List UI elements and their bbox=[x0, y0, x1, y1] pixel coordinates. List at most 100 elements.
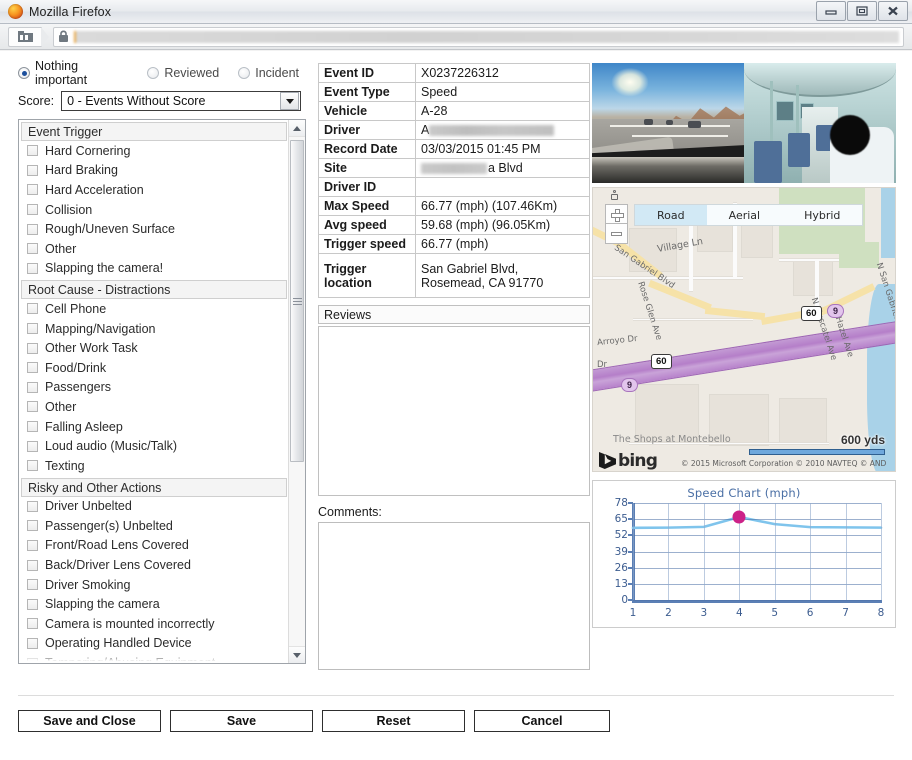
tab-aerial[interactable]: Aerial bbox=[728, 209, 761, 222]
chart-y-tick bbox=[628, 502, 633, 504]
tab-hybrid[interactable]: Hybrid bbox=[804, 209, 841, 222]
redaction-blur bbox=[421, 163, 487, 174]
checkbox-icon[interactable] bbox=[27, 500, 38, 512]
list-item[interactable]: Hard Acceleration bbox=[19, 180, 289, 200]
radio-incident[interactable]: Incident bbox=[238, 66, 299, 80]
checkbox-icon[interactable] bbox=[27, 579, 38, 591]
list-item[interactable]: Loud audio (Music/Talk) bbox=[19, 436, 289, 456]
radio-icon[interactable] bbox=[147, 67, 160, 79]
restore-button[interactable] bbox=[847, 1, 877, 21]
cancel-button[interactable]: Cancel bbox=[474, 710, 610, 732]
chart-gridline-v bbox=[774, 503, 776, 600]
scroll-up-button[interactable] bbox=[289, 120, 305, 137]
radio-reviewed[interactable]: Reviewed bbox=[147, 66, 219, 80]
list-item[interactable]: Other bbox=[19, 397, 289, 417]
close-button[interactable] bbox=[878, 1, 908, 21]
score-select[interactable]: 0 - Events Without Score bbox=[61, 91, 302, 111]
radio-icon[interactable] bbox=[238, 67, 251, 79]
table-row: Max Speed 66.77 (mph) (107.46Km) bbox=[318, 196, 590, 216]
checkbox-icon[interactable] bbox=[27, 539, 38, 551]
checkbox-icon[interactable] bbox=[27, 362, 38, 374]
checkbox-icon[interactable] bbox=[27, 520, 38, 532]
list-item[interactable]: Mapping/Navigation bbox=[19, 319, 289, 339]
list-item-label: Hard Acceleration bbox=[45, 182, 144, 197]
list-item[interactable]: Driver Unbelted bbox=[19, 497, 289, 517]
checkbox-icon[interactable] bbox=[27, 559, 38, 571]
list-item[interactable]: Camera is mounted incorrectly bbox=[19, 614, 289, 634]
list-item[interactable]: Back/Driver Lens Covered bbox=[19, 555, 289, 575]
checkbox-icon[interactable] bbox=[27, 381, 38, 393]
list-item[interactable]: Operating Handled Device bbox=[19, 634, 289, 654]
chart-x-tick-label: 1 bbox=[629, 607, 637, 619]
checkbox-icon[interactable] bbox=[27, 243, 38, 255]
radio-icon-selected[interactable] bbox=[18, 67, 30, 79]
list-item[interactable]: Other Work Task bbox=[19, 338, 289, 358]
list-item-label: Texting bbox=[45, 458, 85, 473]
list-item[interactable]: Food/Drink bbox=[19, 358, 289, 378]
list-item[interactable]: Cell Phone bbox=[19, 299, 289, 319]
checkbox-icon[interactable] bbox=[27, 618, 38, 630]
list-item[interactable]: Falling Asleep bbox=[19, 417, 289, 437]
left-panel: Nothing important Reviewed Incident Scor… bbox=[18, 59, 318, 664]
zoom-out-button[interactable] bbox=[605, 224, 628, 244]
radio-nothing-important[interactable]: Nothing important bbox=[18, 59, 128, 87]
checkbox-icon[interactable] bbox=[27, 164, 38, 176]
chart-y-tick-label: 78 bbox=[614, 497, 628, 509]
chart-gridline-v bbox=[739, 503, 741, 600]
checkbox-icon[interactable] bbox=[27, 303, 38, 315]
list-vertical-scrollbar[interactable] bbox=[288, 120, 305, 663]
checkbox-icon[interactable] bbox=[27, 323, 38, 335]
chevron-down-icon[interactable] bbox=[280, 92, 300, 110]
list-item[interactable]: Passenger(s) Unbelted bbox=[19, 516, 289, 536]
checkbox-icon[interactable] bbox=[27, 184, 38, 196]
road-facing-camera-view[interactable] bbox=[592, 63, 744, 183]
list-item[interactable]: Hard Cornering bbox=[19, 141, 289, 161]
list-item[interactable]: Rough/Uneven Surface bbox=[19, 219, 289, 239]
site-identity-icon[interactable] bbox=[8, 26, 42, 47]
driver-facing-camera-view[interactable] bbox=[744, 63, 896, 183]
minimize-button[interactable] bbox=[816, 1, 846, 21]
scrollbar-thumb[interactable] bbox=[290, 140, 304, 462]
checkbox-icon[interactable] bbox=[27, 342, 38, 354]
list-item[interactable]: Collision bbox=[19, 200, 289, 220]
save-and-close-button[interactable]: Save and Close bbox=[18, 710, 161, 732]
list-item[interactable]: Passengers bbox=[19, 378, 289, 398]
event-trigger-listbox[interactable]: Event Trigger Hard Cornering Hard Brakin… bbox=[18, 119, 306, 664]
list-item[interactable]: Slapping the camera! bbox=[19, 259, 289, 279]
checkbox-icon[interactable] bbox=[27, 204, 38, 216]
row-key: Driver ID bbox=[318, 177, 416, 197]
checkbox-icon[interactable] bbox=[27, 145, 38, 157]
chart-y-tick bbox=[628, 534, 633, 537]
checkbox-icon[interactable] bbox=[27, 401, 38, 413]
checkbox-icon[interactable] bbox=[27, 440, 38, 452]
list-item[interactable]: Driver Smoking bbox=[19, 575, 289, 595]
list-item[interactable]: Slapping the camera bbox=[19, 594, 289, 614]
list-item[interactable]: Hard Braking bbox=[19, 161, 289, 181]
zoom-in-button[interactable] bbox=[605, 204, 628, 224]
list-item[interactable]: Front/Road Lens Covered bbox=[19, 536, 289, 556]
chart-gridline-v bbox=[703, 503, 705, 600]
list-item[interactable]: Texting bbox=[19, 456, 289, 476]
row-value: A-28 bbox=[415, 101, 590, 121]
chart-x-tick-label: 7 bbox=[842, 607, 849, 619]
map-view-tabs[interactable]: Road Aerial Hybrid bbox=[634, 204, 864, 226]
reset-button[interactable]: Reset bbox=[322, 710, 465, 732]
list-item[interactable]: Other bbox=[19, 239, 289, 259]
url-bar[interactable] bbox=[53, 26, 904, 47]
save-button[interactable]: Save bbox=[170, 710, 313, 732]
comments-textarea[interactable] bbox=[318, 522, 590, 670]
bing-logo[interactable]: bing bbox=[599, 452, 658, 470]
checkbox-icon[interactable] bbox=[27, 223, 38, 235]
map-zoom-controls[interactable] bbox=[605, 204, 628, 244]
checkbox-icon[interactable] bbox=[27, 262, 38, 274]
checkbox-icon[interactable] bbox=[27, 460, 38, 472]
map-locator-icon[interactable] bbox=[609, 190, 622, 203]
table-row: Event ID X0237226312 bbox=[318, 63, 590, 83]
checkbox-icon[interactable] bbox=[27, 598, 38, 610]
tab-road[interactable]: Road bbox=[635, 205, 707, 225]
checkbox-icon[interactable] bbox=[27, 637, 38, 649]
bing-map[interactable]: Village Ln San Gabriel Blvd Rose Glen Av… bbox=[592, 187, 896, 472]
scroll-down-button[interactable] bbox=[289, 646, 305, 663]
checkbox-icon[interactable] bbox=[27, 421, 38, 433]
